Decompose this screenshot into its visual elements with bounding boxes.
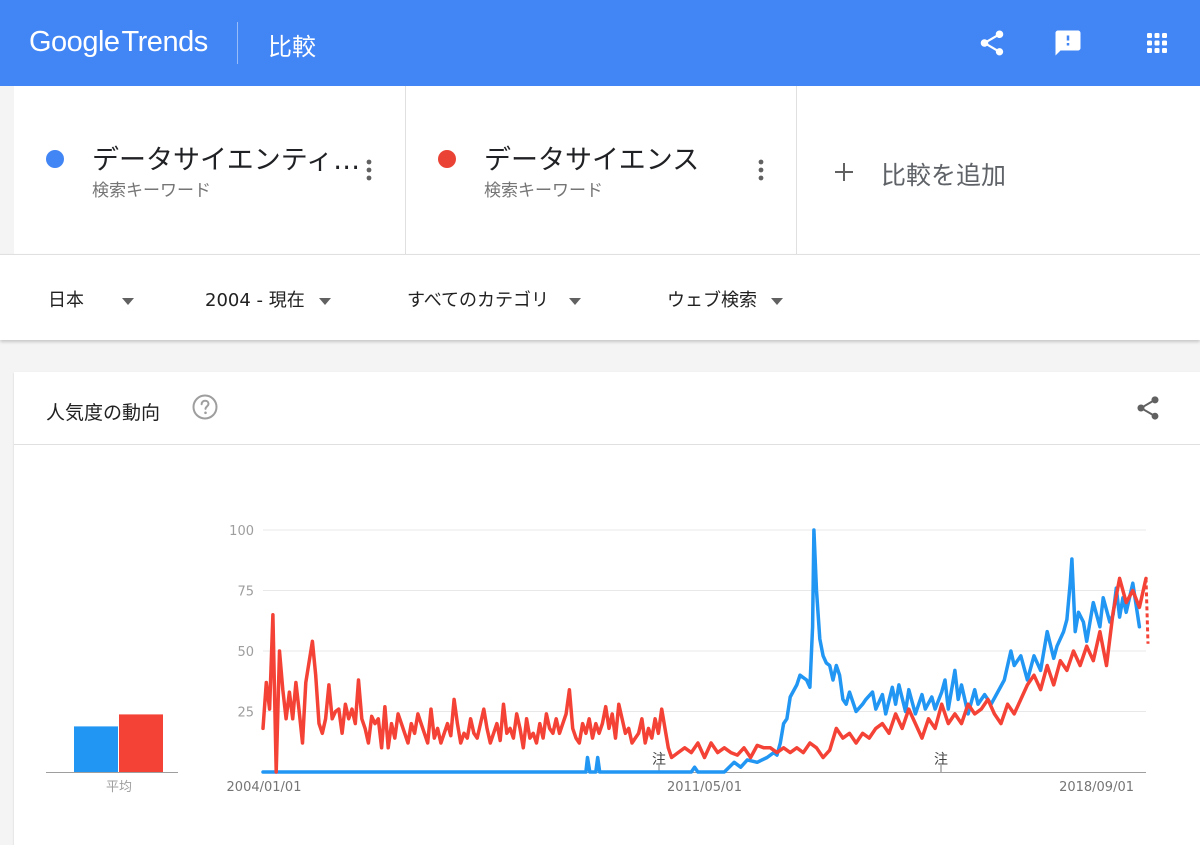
y-tick-label: 100 xyxy=(229,524,254,539)
dropdown-arrow-icon xyxy=(318,297,331,305)
annotation-label: 注 xyxy=(934,752,948,768)
google-trends-logo[interactable]: GoogleTrends xyxy=(29,26,208,58)
x-tick-label: 2011/05/01 xyxy=(667,780,742,795)
search-term-card-2[interactable]: データサイエンス 検索キーワード xyxy=(405,86,796,254)
add-comparison-label[interactable]: 比較を追加 xyxy=(881,161,1007,190)
y-tick-label: 50 xyxy=(237,645,254,660)
search-type-dropdown[interactable]: ウェブ検索 xyxy=(667,286,783,312)
region-dropdown[interactable]: 日本 xyxy=(48,286,134,312)
term-name[interactable]: データサイエンティ… xyxy=(92,145,361,176)
series-line-1 xyxy=(261,528,1142,774)
share-icon[interactable] xyxy=(1134,394,1162,422)
y-tick-label: 75 xyxy=(237,585,254,600)
average-bar-2 xyxy=(119,714,163,772)
interest-over-time-card: 人気度の動向 平均 25 50 75 100 2004/01/01 2011/05/01 20… xyxy=(14,372,1200,845)
more-vert-icon[interactable] xyxy=(365,158,373,182)
y-tick-label: 25 xyxy=(237,706,254,721)
average-label: 平均 xyxy=(106,780,132,795)
annotation-label: 注 xyxy=(652,752,666,768)
average-bar-1 xyxy=(74,726,118,772)
series-line-2 xyxy=(261,576,1148,774)
card-title: 人気度の動向 xyxy=(46,402,161,424)
term-type: 検索キーワード xyxy=(484,181,603,201)
partial-data-segment xyxy=(1144,578,1150,644)
term-name[interactable]: データサイエンス xyxy=(484,145,700,176)
dropdown-arrow-icon xyxy=(569,297,582,305)
app-header: GoogleTrends 比較 xyxy=(0,0,1200,86)
header-divider xyxy=(237,22,238,64)
help-icon[interactable] xyxy=(192,394,218,420)
filter-bar: 日本 2004 - 現在 すべてのカテゴリ ウェブ検索 xyxy=(0,254,1200,340)
x-tick-label: 2018/09/01 xyxy=(1059,780,1134,795)
card-divider xyxy=(14,444,1200,445)
term-color-dot xyxy=(438,150,456,168)
dropdown-arrow-icon xyxy=(771,297,783,305)
more-vert-icon[interactable] xyxy=(757,158,765,182)
feedback-icon[interactable] xyxy=(1053,28,1083,58)
share-icon[interactable] xyxy=(977,28,1007,58)
search-term-card-1[interactable]: データサイエンティ… 検索キーワード xyxy=(14,86,405,254)
term-color-dot xyxy=(46,150,64,168)
plus-icon xyxy=(835,163,853,181)
dropdown-arrow-icon xyxy=(122,297,134,305)
term-type: 検索キーワード xyxy=(92,181,211,201)
category-dropdown[interactable]: すべてのカテゴリ xyxy=(407,286,582,312)
search-terms-row: データサイエンティ… 検索キーワード データサイエンス 検索キーワード 比較を追… xyxy=(14,86,1200,254)
add-comparison-card[interactable]: 比較を追加 xyxy=(796,86,1200,254)
time-range-dropdown[interactable]: 2004 - 現在 xyxy=(205,286,331,312)
interest-chart: 平均 25 50 75 100 2004/01/01 2011/05/01 2018/09/0… xyxy=(46,524,1150,795)
x-tick-label: 2004/01/01 xyxy=(227,780,302,795)
apps-grid-icon[interactable] xyxy=(1142,28,1172,58)
page-title: 比較 xyxy=(268,33,316,61)
